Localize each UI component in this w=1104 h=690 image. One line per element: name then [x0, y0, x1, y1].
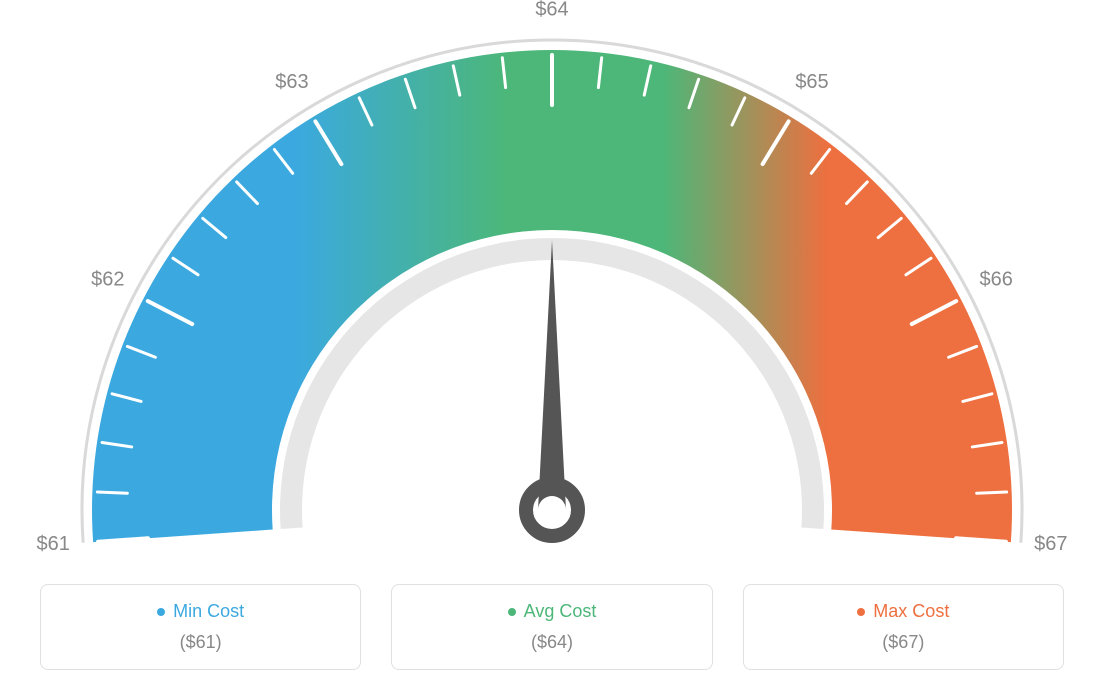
legend-card-min: Min Cost ($61)	[40, 584, 361, 670]
svg-text:$64: $64	[535, 0, 568, 20]
svg-text:$63: $63	[275, 71, 308, 93]
dot-icon-avg	[508, 608, 516, 616]
svg-text:$65: $65	[795, 71, 828, 93]
legend-text-avg: Avg Cost	[524, 601, 597, 622]
legend-value-avg: ($64)	[412, 632, 691, 653]
legend-row: Min Cost ($61) Avg Cost ($64) Max Cost (…	[40, 584, 1064, 670]
legend-card-avg: Avg Cost ($64)	[391, 584, 712, 670]
legend-value-min: ($61)	[61, 632, 340, 653]
legend-text-max: Max Cost	[873, 601, 949, 622]
legend-value-max: ($67)	[764, 632, 1043, 653]
legend-label-avg: Avg Cost	[508, 601, 597, 622]
dot-icon-min	[157, 608, 165, 616]
svg-text:$61: $61	[37, 533, 70, 555]
svg-text:$67: $67	[1034, 533, 1067, 555]
gauge-wrapper: $61 $62 $63 $64 $65 $66 $67	[0, 0, 1104, 560]
svg-text:$66: $66	[979, 269, 1012, 291]
gauge-svg: $61 $62 $63 $64 $65 $66 $67	[0, 0, 1104, 560]
dot-icon-max	[857, 608, 865, 616]
svg-text:$62: $62	[91, 269, 124, 291]
gauge-chart-container: $61 $62 $63 $64 $65 $66 $67 Min Cost ($61) Avg…	[0, 0, 1104, 690]
legend-label-min: Min Cost	[157, 601, 244, 622]
legend-text-min: Min Cost	[173, 601, 244, 622]
legend-label-max: Max Cost	[857, 601, 949, 622]
legend-card-max: Max Cost ($67)	[743, 584, 1064, 670]
